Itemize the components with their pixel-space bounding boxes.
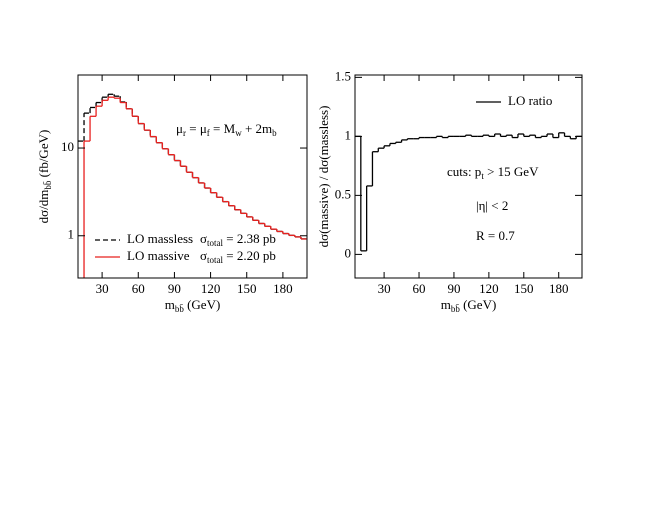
- x-axis-label: mbb̄ (GeV): [165, 297, 221, 314]
- x-tick-label: 90: [168, 281, 181, 296]
- annotation-part: + 2m: [242, 121, 272, 136]
- y-tick-label: 1.5: [335, 68, 351, 83]
- annotation-sub: f: [207, 128, 210, 138]
- y-axis-label-part: (fb/GeV): [36, 130, 51, 181]
- annotation: μr = μf = Mw + 2mb: [176, 121, 277, 138]
- y-axis-label-part: dσ(massive) / dσ(massless): [316, 106, 331, 248]
- x-tick-label: 150: [514, 281, 534, 296]
- legend-label: LO massive: [127, 248, 190, 263]
- axes-frame: [77, 74, 308, 279]
- annotation-part: σ: [200, 231, 207, 246]
- annotation-part: = μ: [186, 121, 207, 136]
- annotation-sub: r: [183, 128, 186, 138]
- x-tick-label: 180: [273, 281, 293, 296]
- annotation-part: R = 0.7: [476, 228, 515, 243]
- y-tick-label: 0.5: [335, 186, 351, 201]
- y-axis-label: dσ/dmbb̄ (fb/GeV): [36, 130, 53, 224]
- x-tick-label: 30: [96, 281, 109, 296]
- axes-frame: [354, 74, 583, 279]
- y-axis-label-sub: bb̄: [43, 180, 53, 190]
- legend-label: LO massless: [127, 231, 193, 246]
- y-tick-label: 1: [345, 127, 352, 142]
- annotation: R = 0.7: [476, 228, 515, 243]
- annotation-part: |η| < 2: [476, 198, 508, 213]
- y-tick-label: 0: [345, 245, 352, 260]
- annotation-part: cuts: p: [447, 164, 481, 179]
- annotation: cuts: pt > 15 GeV: [447, 164, 539, 181]
- annotation-part: = 2.38 pb: [223, 231, 276, 246]
- annotation-sub: t: [481, 171, 484, 181]
- x-tick-label: 60: [413, 281, 426, 296]
- plot-area: [355, 132, 582, 252]
- annotation-sub: total: [207, 238, 223, 248]
- annotation-part: μ: [176, 121, 183, 136]
- x-tick-label: 120: [201, 281, 221, 296]
- x-tick-label: 120: [479, 281, 499, 296]
- annotation-sub: total: [207, 255, 223, 265]
- x-tick-label: 180: [549, 281, 569, 296]
- x-axis-label-sub: bb̄: [451, 304, 461, 314]
- annotation: σtotal = 2.38 pb: [200, 231, 276, 248]
- y-axis-label: dσ(massive) / dσ(massless): [316, 106, 331, 248]
- x-axis-label-part: (GeV): [184, 297, 220, 312]
- x-axis-label: mbb̄ (GeV): [441, 297, 497, 314]
- annotation-part: = M: [210, 121, 236, 136]
- x-tick-label: 150: [237, 281, 257, 296]
- x-axis-label-sub: bb̄: [175, 304, 185, 314]
- x-tick-label: 30: [378, 281, 391, 296]
- x-axis-label-part: m: [441, 297, 451, 312]
- x-tick-label: 90: [447, 281, 460, 296]
- annotation-sub: w: [235, 128, 242, 138]
- annotation-part: > 15 GeV: [484, 164, 539, 179]
- annotation: |η| < 2: [476, 198, 508, 213]
- x-axis-label-part: m: [165, 297, 175, 312]
- y-tick-label: 1: [68, 227, 75, 242]
- legend-label: LO ratio: [508, 93, 552, 108]
- x-axis-label-part: (GeV): [460, 297, 496, 312]
- x-tick-label: 60: [132, 281, 145, 296]
- y-axis-label-part: dσ/dm: [36, 190, 51, 224]
- plot-area: [78, 93, 307, 278]
- annotation-sub: b: [272, 128, 277, 138]
- annotation: σtotal = 2.20 pb: [200, 248, 276, 265]
- annotation-part: σ: [200, 248, 207, 263]
- annotation-part: = 2.20 pb: [223, 248, 276, 263]
- y-tick-label: 10: [61, 139, 74, 154]
